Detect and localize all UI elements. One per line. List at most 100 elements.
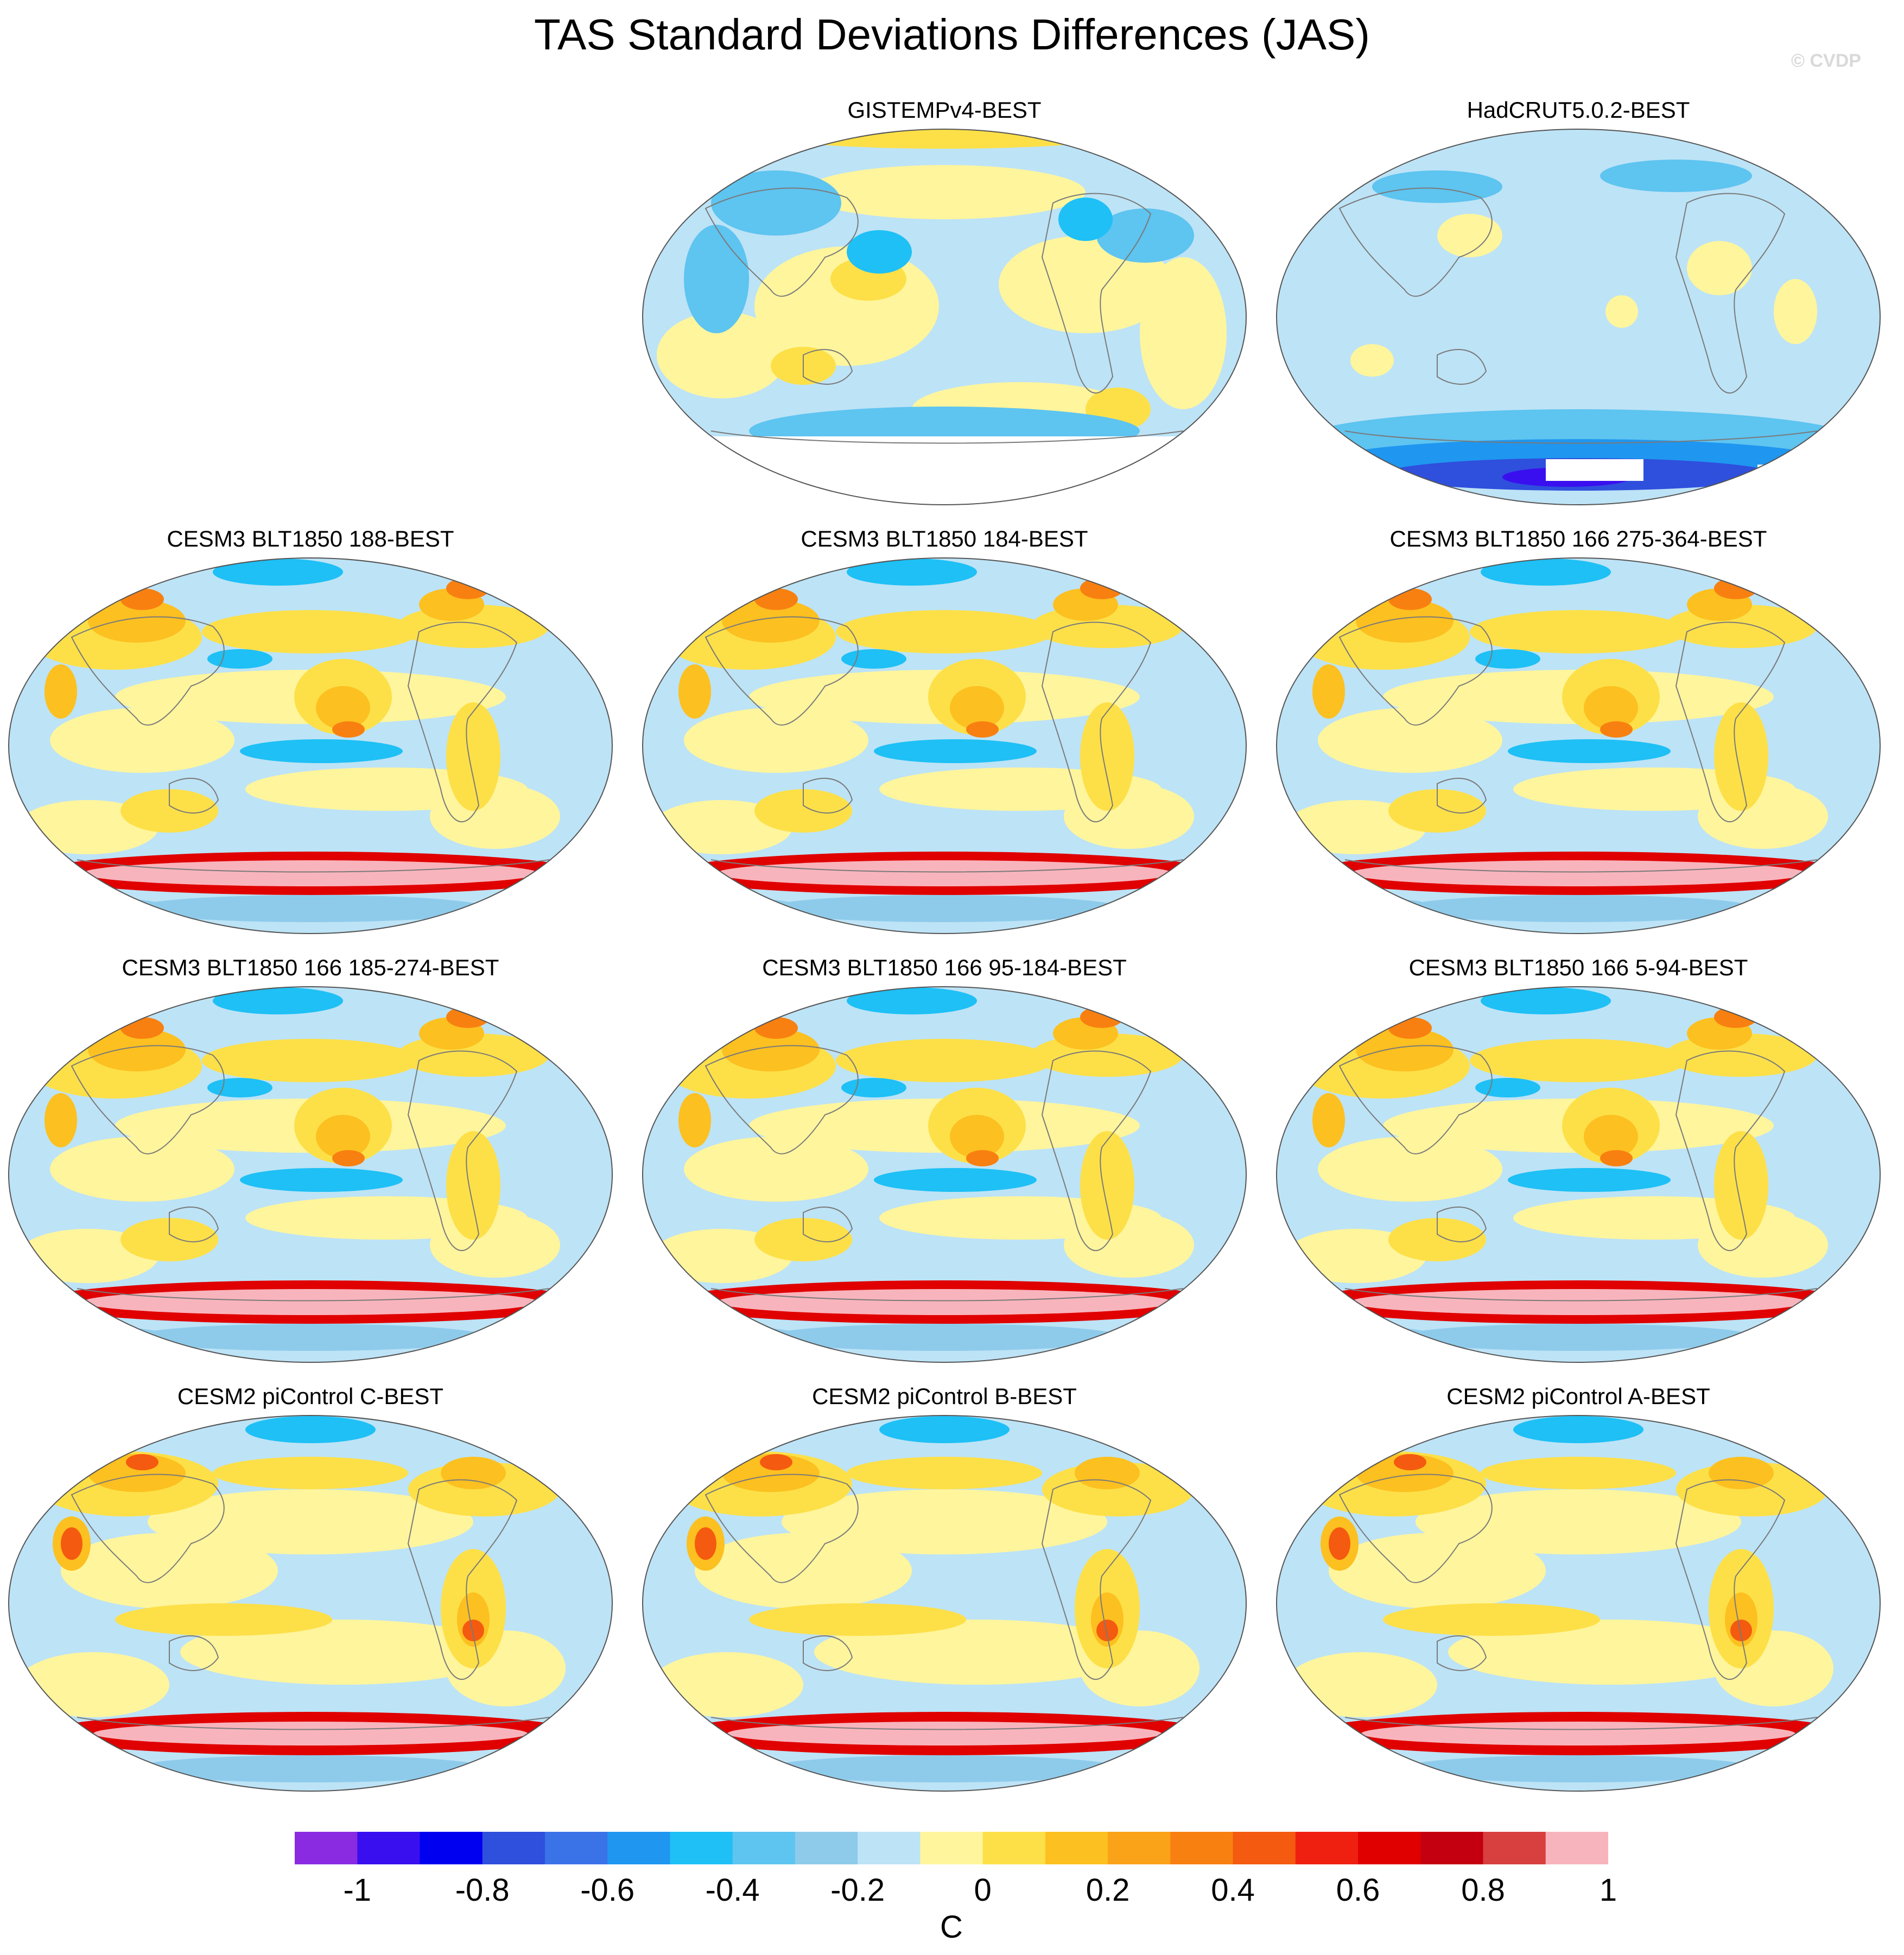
field-contour bbox=[1372, 170, 1502, 203]
field-contour bbox=[316, 1115, 370, 1158]
panel-title: CESM2 piControl B-BEST bbox=[812, 1383, 1077, 1409]
field-contour bbox=[678, 664, 711, 719]
colorbar-box bbox=[607, 1832, 670, 1864]
map-border bbox=[1276, 986, 1881, 1363]
field-contour bbox=[1831, 1017, 1858, 1039]
field-contour bbox=[131, 895, 490, 922]
colorbar-box bbox=[795, 1832, 858, 1864]
colorbar-box bbox=[670, 1832, 733, 1864]
colorbar-tick-label: 0.6 bbox=[1336, 1873, 1380, 1908]
coastline bbox=[77, 1288, 550, 1302]
field-contour bbox=[695, 1527, 716, 1560]
field-contour bbox=[207, 1078, 272, 1097]
panel-title: CESM3 BLT1850 166 275-364-BEST bbox=[1389, 526, 1767, 551]
colorbar-tick-label: 1 bbox=[1599, 1873, 1617, 1908]
field-contour bbox=[966, 721, 999, 738]
coastline bbox=[1344, 1288, 1818, 1302]
field-contour bbox=[50, 708, 234, 773]
field-contour bbox=[1399, 1324, 1757, 1351]
coastline bbox=[803, 1207, 853, 1242]
colorbar-box bbox=[1420, 1832, 1484, 1864]
robinson-map bbox=[8, 557, 613, 934]
colorbar-tick-label: -0.4 bbox=[705, 1873, 760, 1908]
field-contour bbox=[82, 860, 538, 886]
field-contour bbox=[446, 577, 490, 599]
field-contour bbox=[1388, 1017, 1432, 1039]
field-contour bbox=[1481, 558, 1611, 586]
field-contour bbox=[1831, 588, 1858, 610]
field-contour bbox=[874, 1168, 1037, 1192]
field-contour bbox=[1394, 1454, 1426, 1470]
field-contour bbox=[1080, 702, 1134, 811]
map-panel-hadcrut: HadCRUT5.0.2-BEST bbox=[1274, 97, 1882, 509]
map-panel-blt166a: CESM3 BLT1850 166 275-364-BEST bbox=[1274, 525, 1882, 938]
coastline bbox=[1675, 621, 1786, 822]
coastline bbox=[705, 1474, 859, 1583]
field-contour bbox=[836, 1039, 1053, 1082]
missing-data-region bbox=[1546, 459, 1643, 481]
field-contour bbox=[1600, 721, 1633, 738]
field-contour bbox=[1329, 899, 1437, 918]
field-contour bbox=[1600, 160, 1752, 192]
colorbar-tick-label: 0 bbox=[974, 1873, 992, 1908]
field-contour bbox=[88, 599, 186, 643]
map-panel-blt166b: CESM3 BLT1850 166 185-274-BEST bbox=[7, 954, 614, 1367]
coastline bbox=[1344, 1717, 1818, 1730]
watermark: © CVDP bbox=[1791, 50, 1861, 71]
map-border bbox=[1276, 129, 1881, 505]
map-border bbox=[1276, 1415, 1881, 1792]
colorbar-tick-label: 0.4 bbox=[1211, 1873, 1255, 1908]
colorbar-box bbox=[295, 1832, 358, 1864]
field-contour bbox=[1584, 686, 1638, 729]
field-contour bbox=[749, 1603, 966, 1636]
colorbar-box bbox=[544, 1832, 608, 1864]
field-contour bbox=[202, 610, 419, 653]
field-contour bbox=[1687, 241, 1752, 295]
colorbar-tick-label: 0.8 bbox=[1461, 1873, 1505, 1908]
field-contour bbox=[1475, 1078, 1540, 1097]
coastline bbox=[1344, 430, 1818, 444]
field-contour bbox=[120, 1218, 218, 1261]
robinson-map bbox=[1276, 1415, 1881, 1792]
robinson-map bbox=[8, 1415, 613, 1792]
colorbar-tick-label: -0.8 bbox=[455, 1873, 510, 1908]
field-contour bbox=[1080, 1131, 1134, 1240]
field-contour bbox=[966, 1150, 999, 1166]
field-contour bbox=[446, 1006, 490, 1028]
field-contour bbox=[1513, 1416, 1643, 1443]
panel-title: HadCRUT5.0.2-BEST bbox=[1467, 97, 1690, 123]
coastline bbox=[1344, 859, 1818, 873]
coastline bbox=[705, 616, 859, 726]
map-panel-gistemp: GISTEMPv4-BEST bbox=[640, 97, 1248, 509]
field-contour bbox=[754, 1017, 798, 1039]
field-contour bbox=[1140, 257, 1227, 409]
panel-title: CESM2 piControl C-BEST bbox=[177, 1383, 444, 1409]
field-contour bbox=[446, 1131, 500, 1240]
field-contour bbox=[148, 1489, 473, 1554]
coastline bbox=[1041, 1479, 1152, 1680]
coastline bbox=[1675, 193, 1786, 393]
colorbar-box bbox=[482, 1832, 545, 1864]
robinson-map bbox=[642, 1415, 1247, 1792]
field-contour bbox=[441, 1457, 506, 1489]
field-contour bbox=[695, 1328, 803, 1347]
field-contour bbox=[131, 1755, 490, 1782]
field-contour bbox=[803, 165, 1086, 219]
colorbar-box bbox=[1045, 1832, 1108, 1864]
coastline bbox=[1338, 1474, 1493, 1583]
field-contour bbox=[1329, 1527, 1350, 1560]
field-contour bbox=[1356, 599, 1454, 643]
field-contour bbox=[17, 1652, 169, 1717]
field-contour bbox=[213, 558, 343, 586]
coastline bbox=[77, 1717, 550, 1730]
colorbar-box bbox=[1545, 1832, 1608, 1864]
panel-title: CESM3 BLT1850 166 95-184-BEST bbox=[762, 955, 1127, 980]
field-contour bbox=[1329, 1328, 1437, 1347]
coastline bbox=[1675, 1050, 1786, 1251]
field-contour bbox=[716, 1289, 1172, 1315]
coastline bbox=[1041, 193, 1152, 393]
coastline bbox=[71, 616, 225, 726]
field-contour bbox=[1470, 610, 1687, 653]
field-contour bbox=[120, 789, 218, 833]
field-contour bbox=[1508, 739, 1671, 763]
